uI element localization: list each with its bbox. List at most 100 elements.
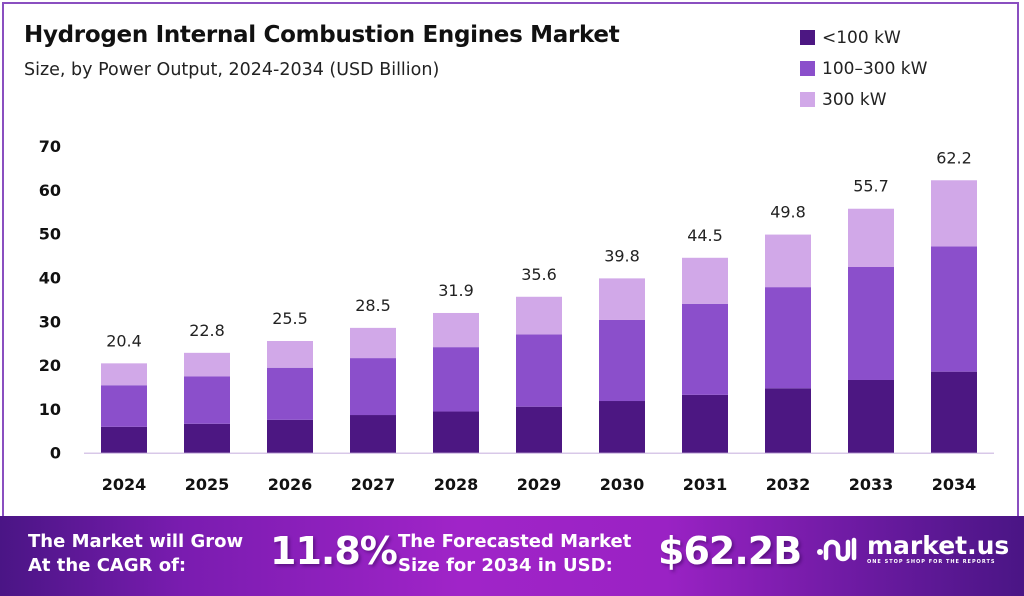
bar-segment-mid-2034 [931,246,977,372]
cagr-caption-line2: At the CAGR of: [28,555,187,576]
bar-segment-mid-2025 [184,376,230,424]
bar-stack-2024 [101,363,147,453]
bar-segment-mid-2028 [433,347,479,412]
data-label-total: 35.6 [521,265,557,284]
bar-segment-lt100-2030 [599,401,645,453]
bar-segment-gt300-2029 [516,296,562,335]
y-tick-label: 50 [39,225,61,244]
brand-logo: market.us ONE STOP SHOP FOR THE REPORTS [815,532,1009,566]
legend-label: <100 kW [822,27,901,48]
bar-segment-gt300-2032 [765,234,811,288]
bar-stack-2034 [931,180,977,453]
bar-segment-lt100-2025 [184,423,230,453]
y-tick-label: 0 [50,444,61,463]
legend-label: 100–300 kW [822,58,928,79]
bar-segment-gt300-2033 [848,208,894,267]
bar-segment-mid-2031 [682,303,728,395]
legend-item-100-300: 100–300 kW [800,53,927,84]
cagr-value: 11.8% [270,529,398,573]
bar-segment-lt100-2026 [267,419,313,453]
chart-title: Hydrogen Internal Combustion Engines Mar… [24,22,620,48]
bar-stack-2026 [267,341,313,453]
bar-segment-lt100-2029 [516,406,562,453]
data-label-total: 44.5 [687,226,723,245]
bar-stack-2031 [682,257,728,453]
legend-item-300: 300 kW [800,84,927,115]
bar-stack-2032 [765,234,811,453]
bar-segment-gt300-2028 [433,312,479,348]
bar-segment-gt300-2031 [682,257,728,304]
y-tick-label: 30 [39,312,61,331]
x-tick-label: 2024 [102,475,147,494]
y-tick-label: 20 [39,356,61,375]
chart-frame [2,2,1019,522]
data-label-total: 49.8 [770,203,806,222]
x-axis-ticks: 2024 2025 2026 2027 2028 2029 2030 2031 2032 2033… [102,475,977,494]
legend-swatch-lt100 [800,30,815,45]
bars [101,180,977,453]
x-tick-label: 2034 [932,475,977,494]
bar-stack-2030 [599,278,645,453]
bar-stack-2028 [433,312,479,453]
data-label-total: 25.5 [272,309,308,328]
x-tick-label: 2027 [351,475,396,494]
bar-segment-lt100-2024 [101,426,147,453]
legend-label: 300 kW [822,89,887,110]
data-label-total: 22.8 [189,321,225,340]
bar-segment-gt300-2024 [101,363,147,386]
bar-segment-lt100-2032 [765,388,811,453]
x-tick-label: 2025 [185,475,230,494]
bar-stack-2025 [184,352,230,453]
bar-segment-mid-2033 [848,266,894,380]
x-tick-label: 2031 [683,475,728,494]
forecast-value: $62.2B [658,529,802,573]
x-tick-label: 2028 [434,475,479,494]
x-tick-label: 2026 [268,475,313,494]
bar-segment-gt300-2026 [267,341,313,368]
x-tick-label: 2030 [600,475,645,494]
y-axis-ticks: 0 10 20 30 40 50 60 70 [39,137,61,463]
bar-segment-lt100-2031 [682,394,728,453]
bar-segment-gt300-2030 [599,278,645,320]
bar-segment-mid-2032 [765,287,811,389]
legend-item-lt100: <100 kW [800,22,927,53]
bar-segment-gt300-2025 [184,352,230,377]
data-label-total: 31.9 [438,281,474,300]
forecast-caption: The Forecasted Market Size for 2034 in U… [398,530,631,578]
market-us-logo-icon [817,537,857,562]
data-label-total: 39.8 [604,246,640,265]
bar-stack-2029 [516,296,562,453]
chart-subtitle: Size, by Power Output, 2024-2034 (USD Bi… [24,60,440,80]
forecast-caption-line2: Size for 2034 in USD: [398,555,613,576]
bar-segment-gt300-2034 [931,180,977,247]
cagr-caption: The Market will Grow At the CAGR of: [28,530,243,578]
y-tick-label: 40 [39,269,61,288]
x-tick-label: 2033 [849,475,894,494]
bar-segment-mid-2029 [516,334,562,407]
bar-segment-mid-2024 [101,385,147,427]
bar-stack-2027 [350,327,396,453]
bar-segment-mid-2030 [599,319,645,402]
x-tick-label: 2032 [766,475,811,494]
legend-swatch-300 [800,92,815,107]
bar-segment-lt100-2028 [433,411,479,453]
bar-segment-lt100-2027 [350,415,396,453]
bar-segment-mid-2026 [267,367,313,420]
data-labels: 20.4 22.8 25.5 28.5 31.9 35.6 39.8 44.5 49.8 55.7… [106,148,972,350]
brand-tagline: ONE STOP SHOP FOR THE REPORTS [867,559,996,565]
bar-segment-mid-2027 [350,358,396,416]
y-tick-label: 60 [39,181,61,200]
forecast-caption-line1: The Forecasted Market [398,531,632,552]
bar-stack-2033 [848,208,894,453]
cagr-caption-line1: The Market will Grow [28,531,244,552]
data-label-total: 20.4 [106,331,142,350]
bar-segment-lt100-2034 [931,371,977,453]
data-label-total: 62.2 [936,148,972,167]
brand-name: market.us [867,531,1010,560]
legend-swatch-100-300 [800,61,815,76]
footer-banner: The Market will Grow At the CAGR of: 11.… [0,516,1024,596]
x-tick-label: 2029 [517,475,562,494]
legend: <100 kW 100–300 kW 300 kW [800,22,927,115]
data-label-total: 28.5 [355,296,391,315]
